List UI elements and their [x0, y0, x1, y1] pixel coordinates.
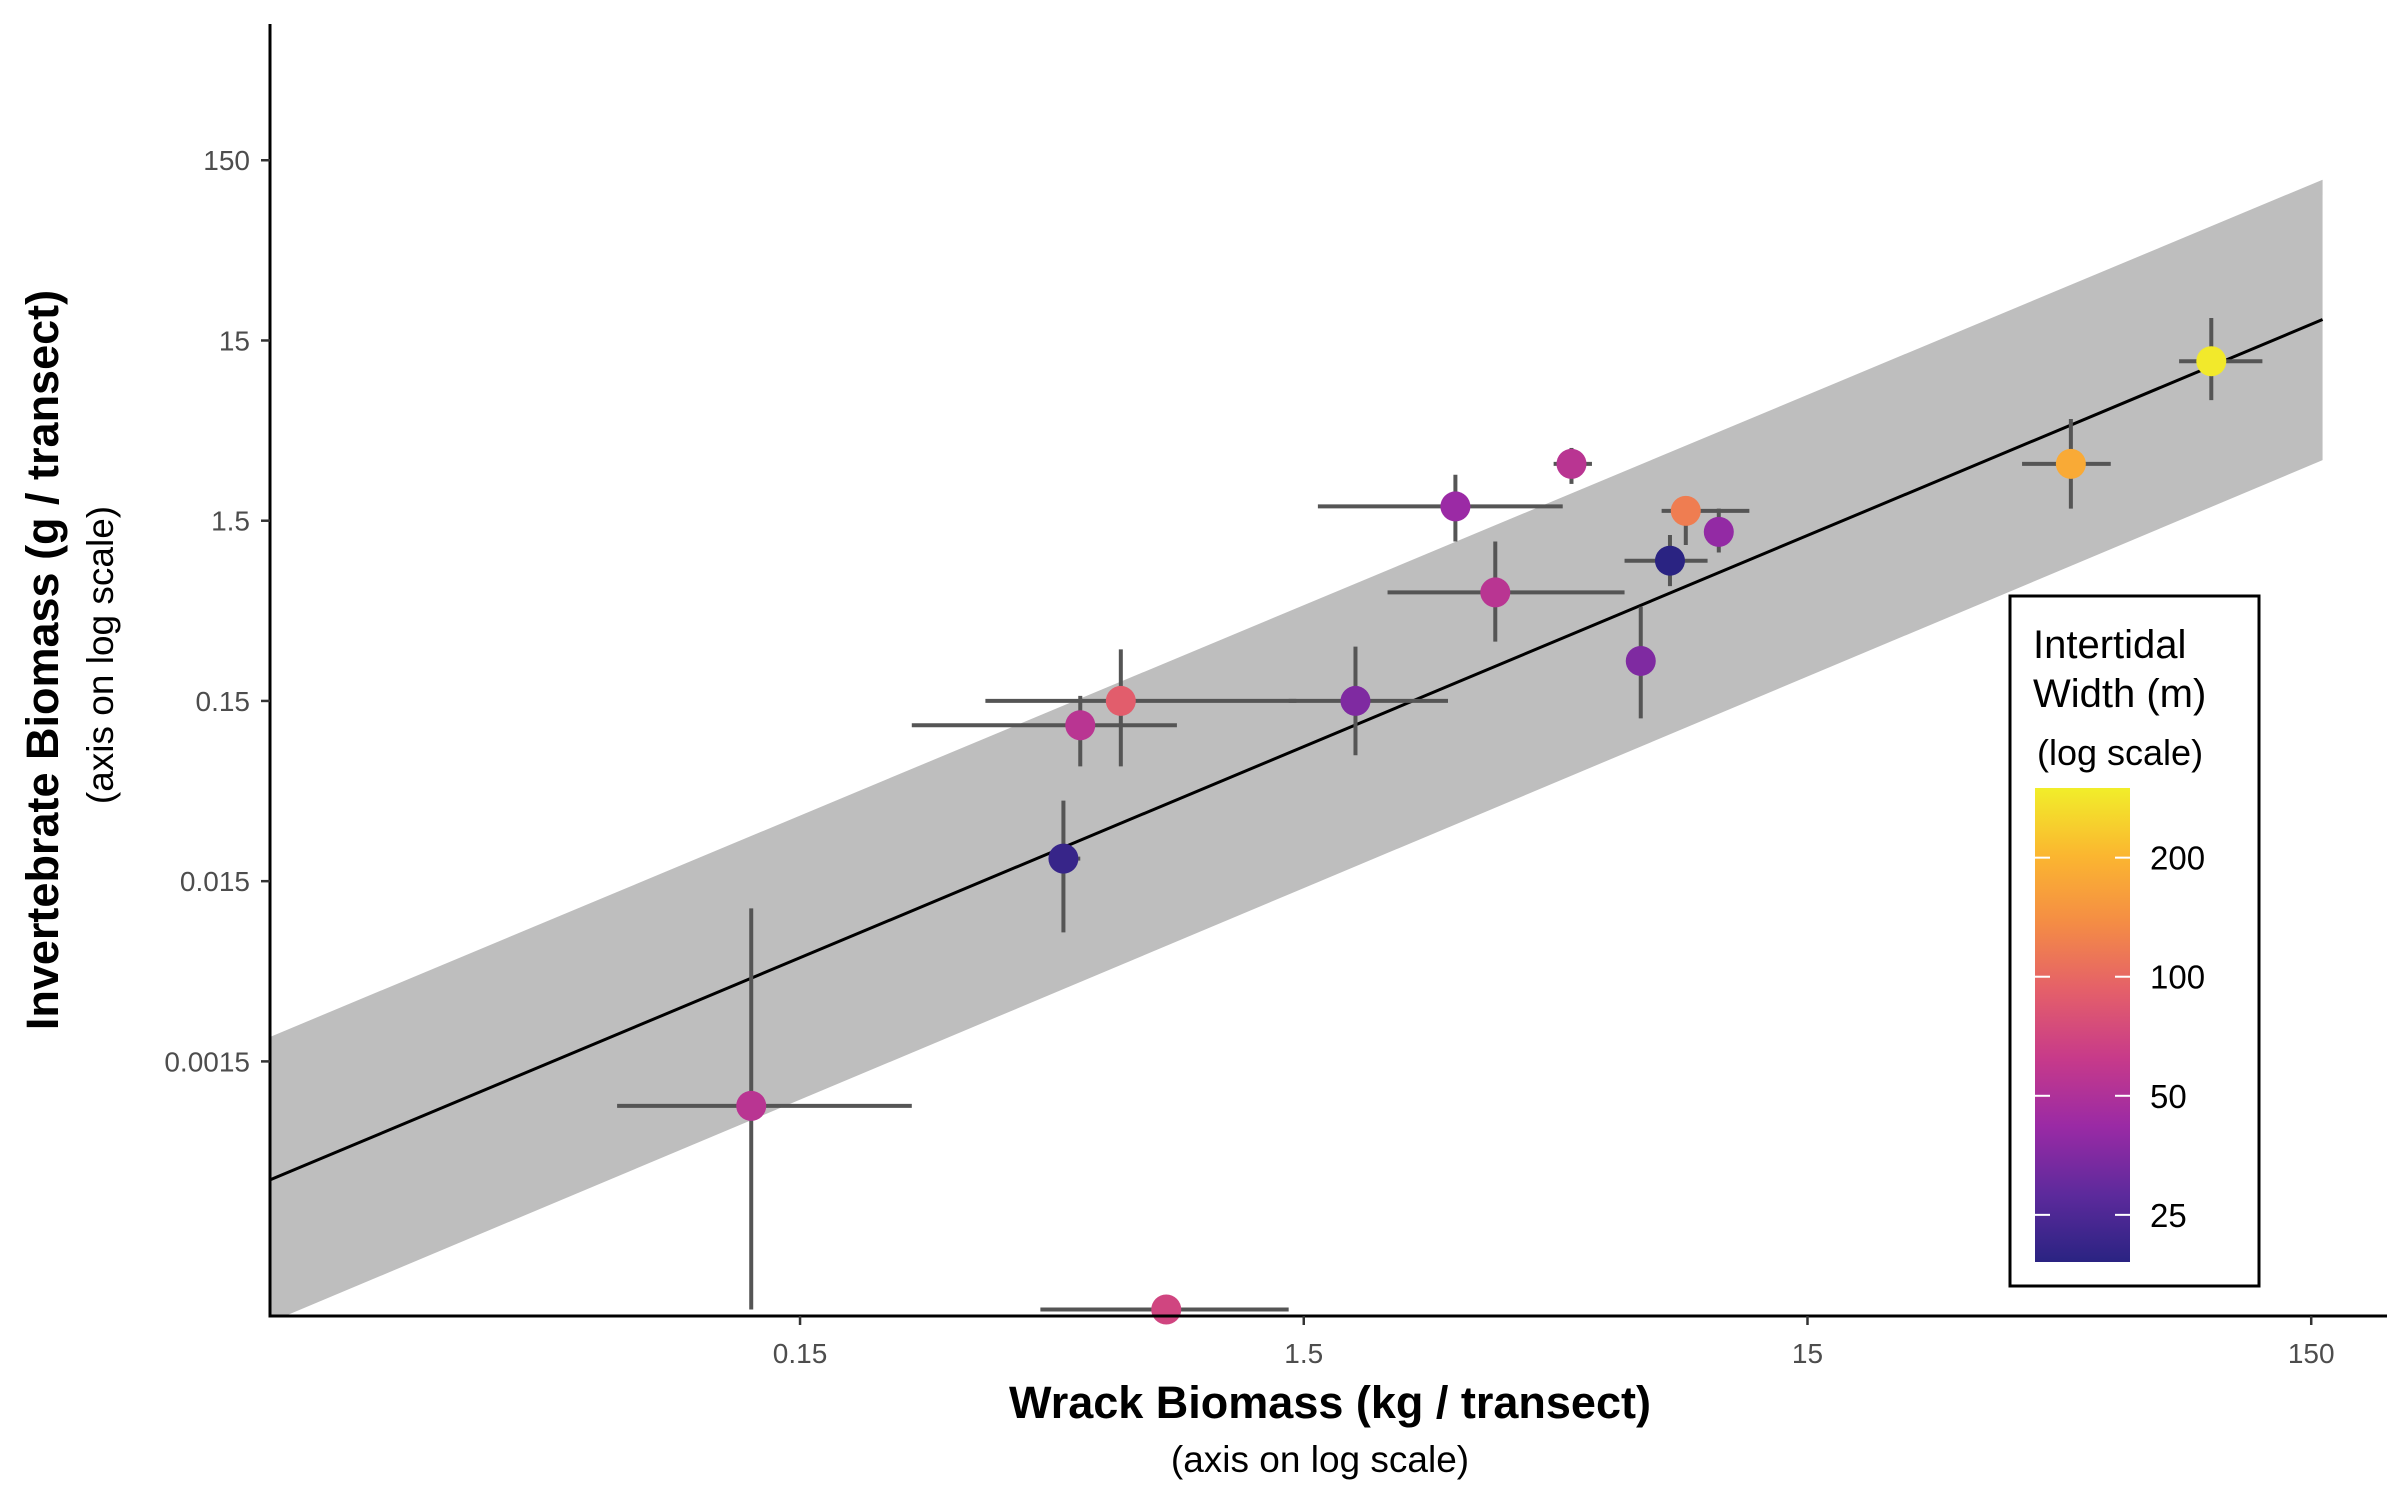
legend-title-line2: Width (m) [2033, 672, 2206, 716]
legend-tick-label-3: 200 [2150, 840, 2205, 877]
confidence-band [270, 179, 2323, 1316]
data-point-8 [1556, 448, 1587, 479]
color-legend: Intertidal Width (m) (log scale) 25 50 100… [2008, 594, 2261, 1288]
x-tick-label-2: 15 [1792, 1338, 1823, 1369]
legend-colorbar [2035, 788, 2130, 1262]
y-tick-label-0: 150 [203, 145, 250, 176]
data-point-4 [1105, 685, 1136, 716]
data-point-5 [1340, 685, 1371, 716]
data-point-6 [1440, 491, 1471, 522]
legend-ticks: 25 50 100 200 [2035, 840, 2205, 1234]
data-point-13 [2055, 448, 2086, 479]
x-tick-label-0: 0.15 [773, 1338, 828, 1369]
data-point-9 [1625, 645, 1656, 676]
axes: 0.15 1.5 15 150 150 15 1.5 0.15 0.015 0.0015 [164, 24, 2387, 1369]
data-point-0 [736, 1090, 767, 1121]
y-tick-label-2: 1.5 [211, 506, 250, 537]
y-axis-subtitle: (axis on log scale) [80, 506, 121, 804]
data-point-7 [1480, 577, 1511, 608]
x-axis-subtitle: (axis on log scale) [1171, 1439, 1469, 1480]
legend-tick-label-1: 50 [2150, 1078, 2187, 1115]
x-axis-title: Wrack Biomass (kg / transect) [1009, 1377, 1651, 1428]
legend-subtitle: (log scale) [2037, 732, 2203, 773]
data-point-3 [1065, 710, 1096, 741]
data-point-10 [1654, 545, 1685, 576]
y-tick-label-5: 0.0015 [164, 1046, 250, 1077]
plot-panel [270, 179, 2324, 1325]
fit-line [270, 318, 2324, 1182]
plot-clip-group [270, 179, 2324, 1316]
legend-tick-label-2: 100 [2150, 959, 2205, 996]
legend-title-line1: Intertidal [2033, 623, 2186, 667]
data-point-14 [2196, 346, 2227, 377]
data-point-1 [1151, 1294, 1182, 1325]
y-tick-label-4: 0.015 [180, 866, 250, 897]
x-tick-label-3: 150 [2288, 1338, 2335, 1369]
y-tick-label-1: 15 [219, 325, 250, 356]
data-point-11 [1670, 495, 1701, 526]
data-point-2 [1048, 843, 1079, 874]
y-axis-title: Invertebrate Biomass (g / transect) [17, 290, 68, 1030]
legend-tick-label-0: 25 [2150, 1197, 2187, 1234]
data-point-12 [1703, 516, 1734, 547]
y-tick-label-3: 0.15 [196, 686, 251, 717]
x-tick-label-1: 1.5 [1284, 1338, 1323, 1369]
data-points [736, 346, 2227, 1325]
